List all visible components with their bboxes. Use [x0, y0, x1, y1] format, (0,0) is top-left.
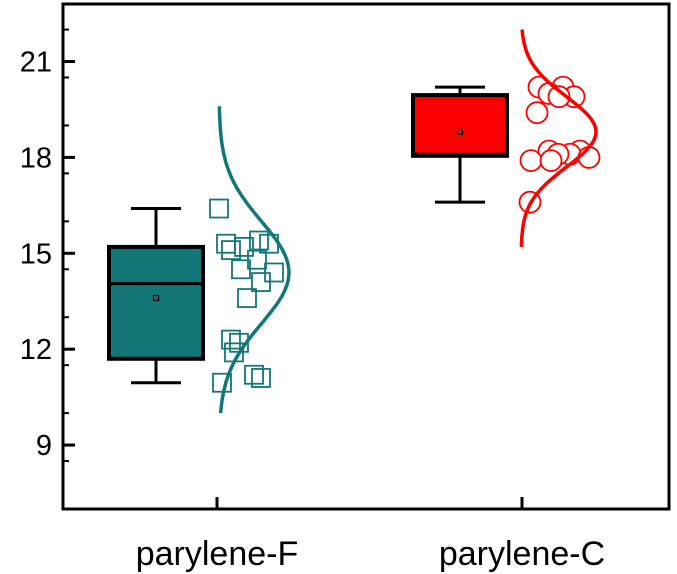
data-point — [234, 237, 254, 257]
data-point — [525, 101, 549, 125]
box-iqr — [411, 93, 509, 158]
x-category-label: parylene-C — [439, 535, 605, 573]
data-point — [209, 198, 229, 219]
group-parylene-F — [107, 106, 291, 414]
box-mean-marker — [456, 128, 464, 135]
plot-frame — [61, 2, 671, 511]
data-point — [251, 368, 271, 388]
y-tick-label: 18 — [20, 142, 52, 174]
data-point — [237, 288, 257, 308]
data-point — [539, 149, 563, 173]
x-axis: parylene-F parylene-C — [136, 497, 605, 573]
y-tick-label: 12 — [20, 334, 52, 366]
y-tick-label: 21 — [20, 47, 52, 79]
data-point — [577, 146, 601, 169]
chart-groups — [107, 29, 601, 414]
y-tick-label: 15 — [20, 238, 52, 270]
data-point — [221, 240, 241, 261]
data-point — [244, 364, 264, 385]
data-point — [231, 259, 251, 280]
data-point — [547, 85, 571, 109]
y-axis: 9 12 15 18 21 — [20, 28, 75, 510]
data-point — [249, 230, 269, 251]
data-point — [251, 272, 271, 292]
box-iqr — [107, 244, 205, 361]
group-parylene-C — [411, 29, 601, 247]
distribution-curve — [217, 106, 291, 414]
data-point — [519, 149, 543, 173]
distribution-curve — [519, 29, 598, 247]
box-mean-marker — [152, 294, 160, 302]
y-tick-label: 9 — [36, 430, 52, 462]
data-point — [221, 329, 241, 350]
x-category-label: parylene-F — [136, 535, 299, 573]
data-point — [216, 233, 236, 254]
